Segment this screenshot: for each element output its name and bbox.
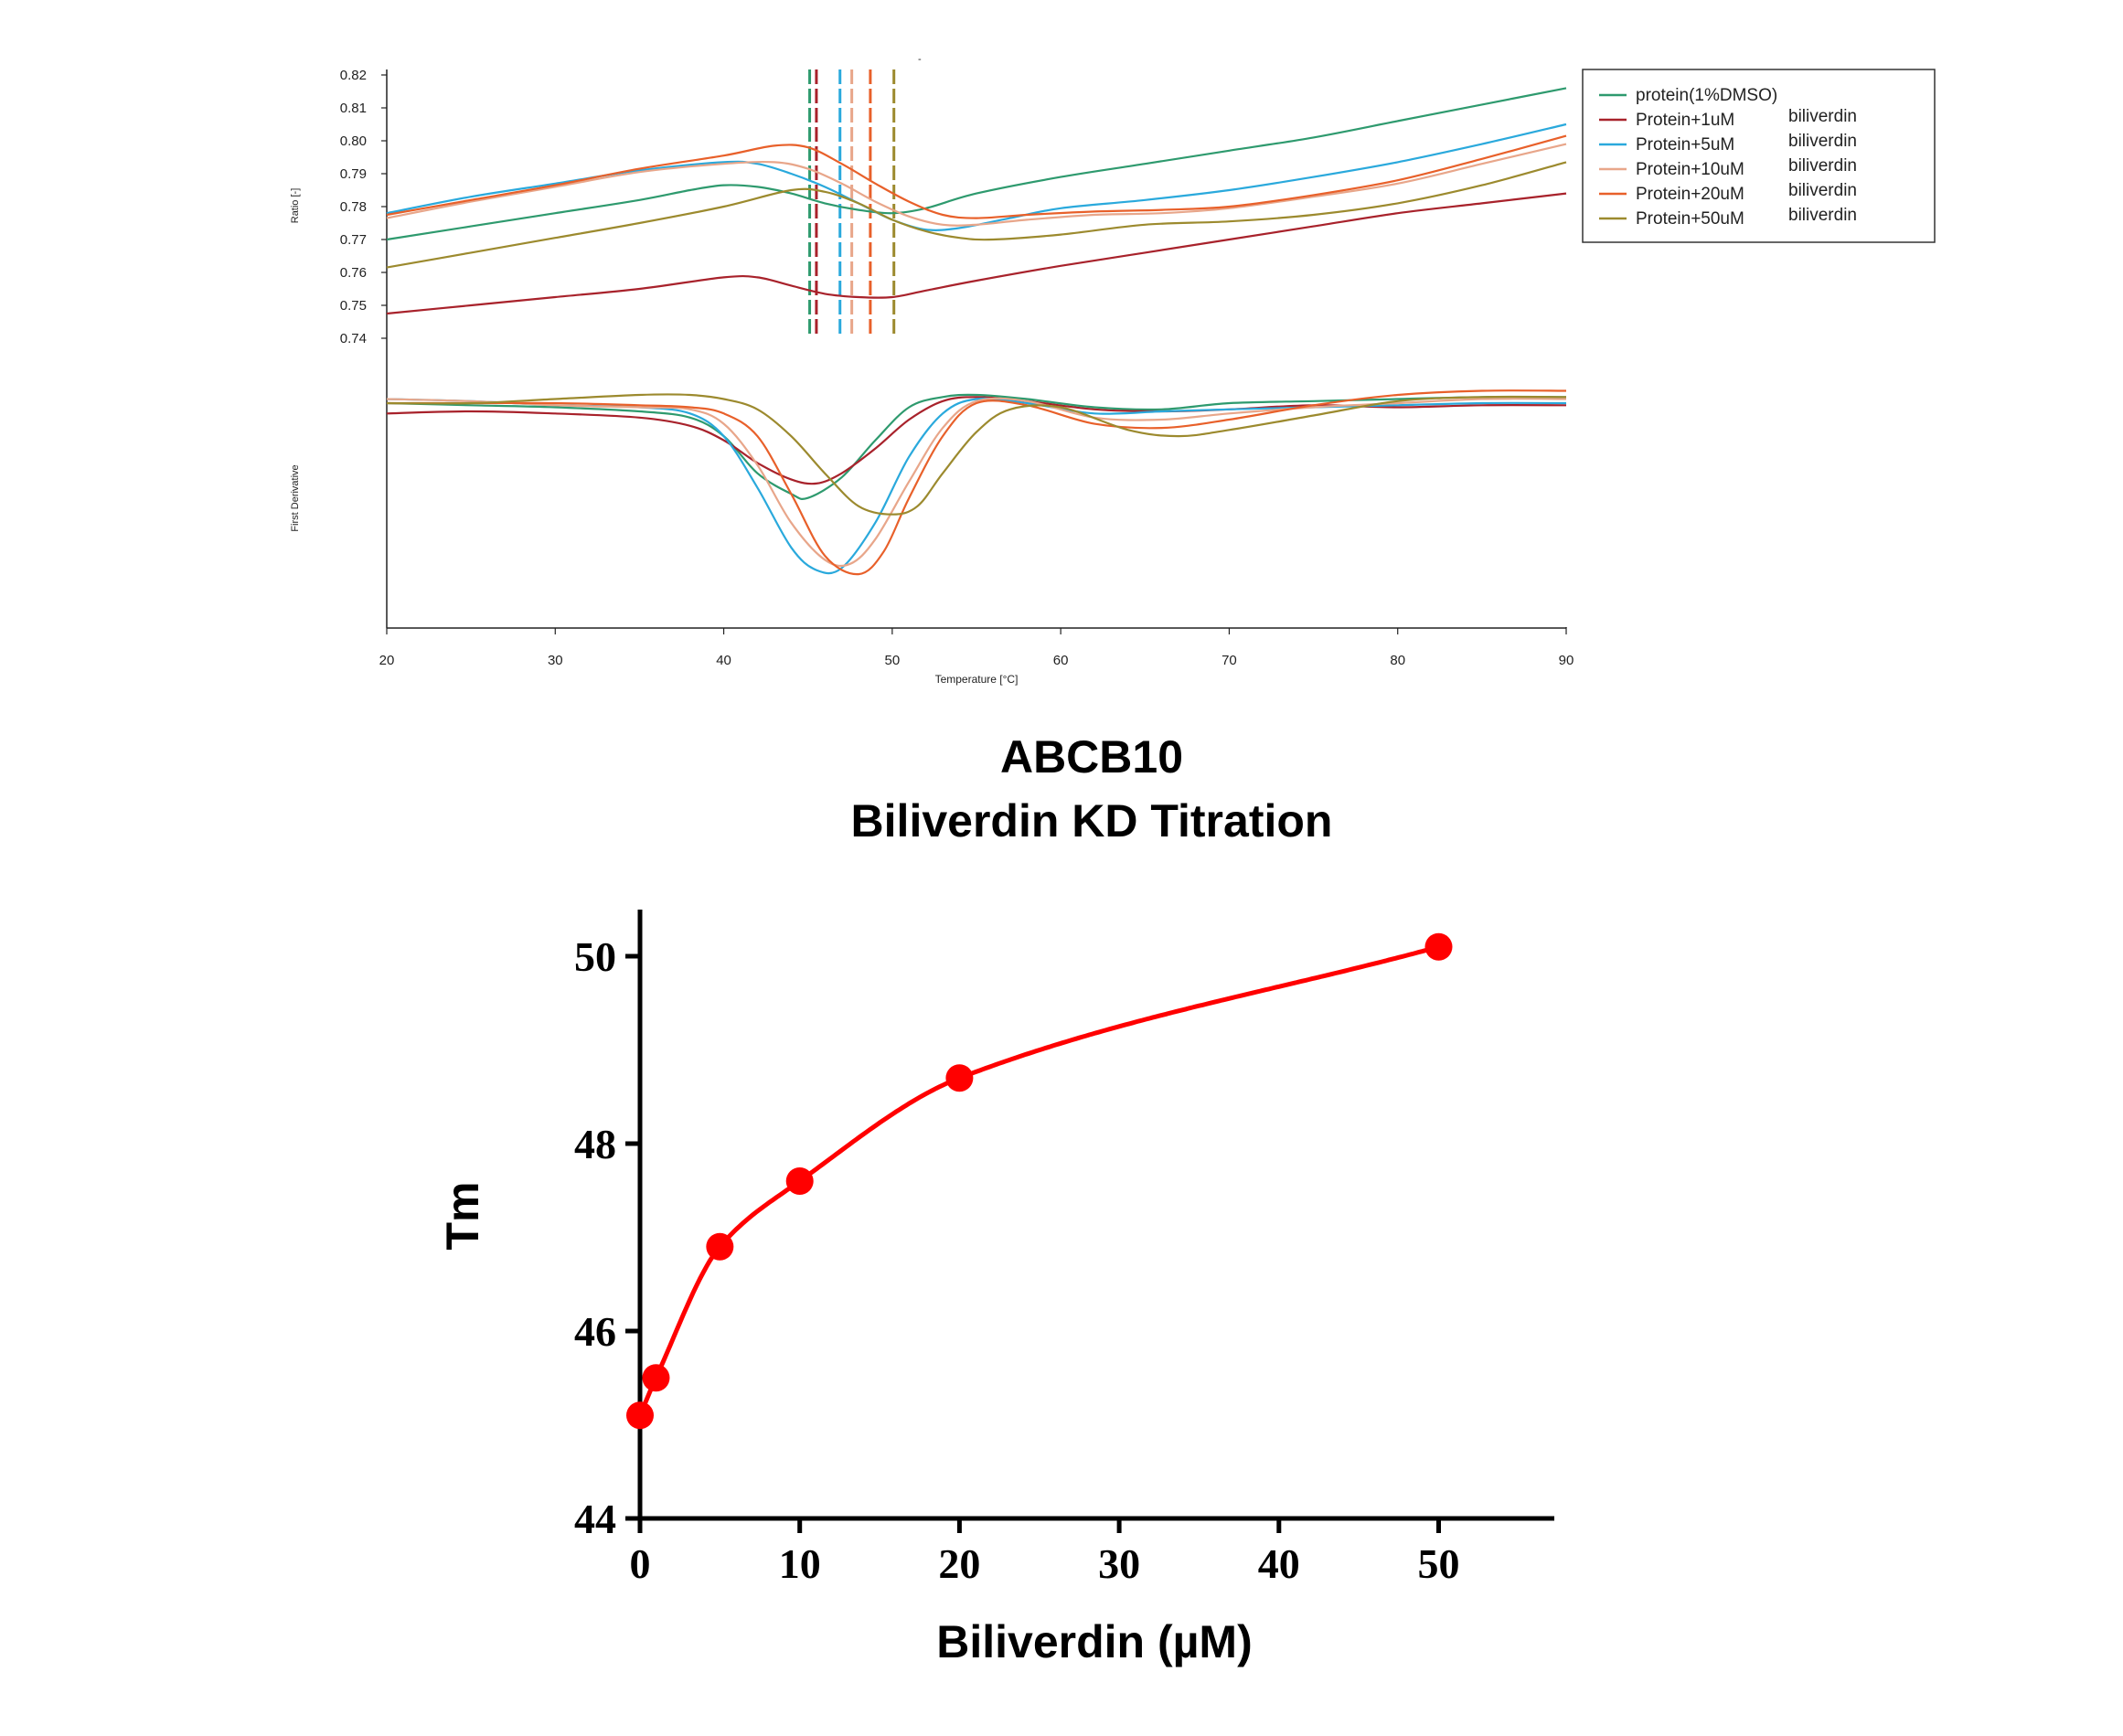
ratio-y-tick-label: 0.82 [340, 68, 367, 83]
legend-label-suffix: biliverdin [1788, 132, 1857, 151]
ratio-y-tick-label: 0.81 [340, 101, 367, 116]
ratio-y-tick-label: 0.78 [340, 199, 367, 215]
temperature-x-tick-label: 30 [548, 653, 563, 668]
biliverdin-x-tick-label: 10 [779, 1540, 821, 1587]
tm-y-tick-label: 50 [574, 933, 616, 980]
derivative-series-line [386, 397, 1567, 575]
biliverdin-x-tick-label: 30 [1098, 1540, 1140, 1587]
ratio-series-line [386, 192, 1567, 315]
titration-point [706, 1232, 734, 1261]
ratio-series-line [386, 161, 1567, 269]
biliverdin-x-tick-label: 50 [1418, 1540, 1460, 1587]
binding-fit-curve [637, 944, 1440, 1417]
melt-curve-chart: - 0.82 0.81 0.80 0.79 0.78 0.77 0.76 0.75 0.74 2… [290, 54, 1936, 686]
titration-points [626, 932, 1453, 1430]
ratio-y-tick-label: 0.74 [340, 331, 367, 346]
ratio-y-tick-label: 0.76 [340, 265, 367, 281]
tm-y-tick-label: 48 [574, 1121, 616, 1167]
titration-title-line1: ABCB10 [1000, 731, 1183, 783]
legend-box [1582, 69, 1936, 243]
tm-y-tick-label: 44 [574, 1496, 616, 1542]
temperature-x-tick-label: 90 [1559, 653, 1574, 668]
ratio-y-ticks: 0.82 0.81 0.80 0.79 0.78 0.77 0.76 0.75 0.74 [340, 68, 387, 346]
derivative-series-line [386, 397, 1567, 568]
derivative-series-group [386, 389, 1567, 576]
derivative-series-line [386, 393, 1567, 500]
legend-label: Protein+10uM [1636, 160, 1744, 179]
titration-point [1424, 932, 1453, 961]
derivative-y-label: First Derivative [290, 464, 301, 531]
legend-label-suffix: biliverdin [1788, 181, 1857, 200]
ratio-series-group [386, 87, 1567, 315]
legend-label: Protein+20uM [1636, 185, 1744, 204]
biliverdin-x-tick-label: 20 [938, 1540, 980, 1587]
temperature-x-tick-label: 50 [885, 653, 901, 668]
titration-y-label: Tm [437, 1182, 488, 1251]
titration-point [626, 1401, 654, 1430]
temperature-x-ticks: 20 30 40 50 60 70 80 90 [379, 628, 1574, 668]
derivative-series-line [387, 389, 1567, 576]
ratio-y-tick-label: 0.79 [340, 166, 367, 182]
ratio-y-label: Ratio [-] [290, 188, 301, 224]
ratio-y-tick-label: 0.75 [340, 298, 367, 314]
temperature-x-tick-label: 70 [1222, 653, 1237, 668]
legend-label-suffix: biliverdin [1788, 206, 1857, 225]
biliverdin-x-ticks: 0 10 20 30 40 50 [630, 1518, 1460, 1587]
temperature-x-label: Temperature [°C] [935, 673, 1019, 686]
legend-label-suffix: biliverdin [1788, 107, 1857, 126]
titration-title-line2: Biliverdin KD Titration [851, 795, 1333, 847]
legend-label-suffix: biliverdin [1788, 156, 1857, 176]
titration-point [785, 1167, 814, 1195]
derivative-series-line [386, 396, 1567, 485]
derivative-series-line [386, 393, 1567, 516]
titration-chart: ABCB10 Biliverdin KD Titration 44464850 … [437, 731, 1554, 1667]
temperature-x-tick-label: 80 [1390, 653, 1405, 668]
ratio-y-tick-label: 0.77 [340, 232, 367, 248]
legend: protein(1%DMSO) Protein+1uM biliverdin Prot… [1582, 69, 1936, 243]
temperature-x-tick-label: 40 [716, 653, 731, 668]
legend-label: Protein+50uM [1636, 209, 1744, 229]
temperature-x-tick-label: 20 [379, 653, 395, 668]
ratio-series-line [386, 134, 1567, 219]
legend-items: protein(1%DMSO) Protein+1uM biliverdin Prot… [1599, 86, 1857, 229]
titration-point [945, 1064, 974, 1092]
ratio-series-line [386, 87, 1567, 241]
tm-y-tick-label: 46 [574, 1308, 616, 1355]
temperature-x-tick-label: 60 [1053, 653, 1069, 668]
biliverdin-x-tick-label: 0 [630, 1540, 651, 1587]
titration-x-label: Biliverdin (µM) [936, 1616, 1252, 1667]
titration-point [642, 1364, 670, 1392]
top-stray-mark: - [918, 54, 922, 65]
ratio-y-tick-label: 0.80 [340, 133, 367, 149]
ratio-series-line [386, 143, 1567, 227]
legend-label: Protein+1uM [1636, 111, 1734, 130]
tm-y-ticks: 44 46 48 50 [574, 933, 640, 1542]
biliverdin-x-tick-label: 40 [1258, 1540, 1300, 1587]
legend-label: Protein+5uM [1636, 135, 1734, 154]
legend-label: protein(1%DMSO) [1636, 86, 1777, 105]
